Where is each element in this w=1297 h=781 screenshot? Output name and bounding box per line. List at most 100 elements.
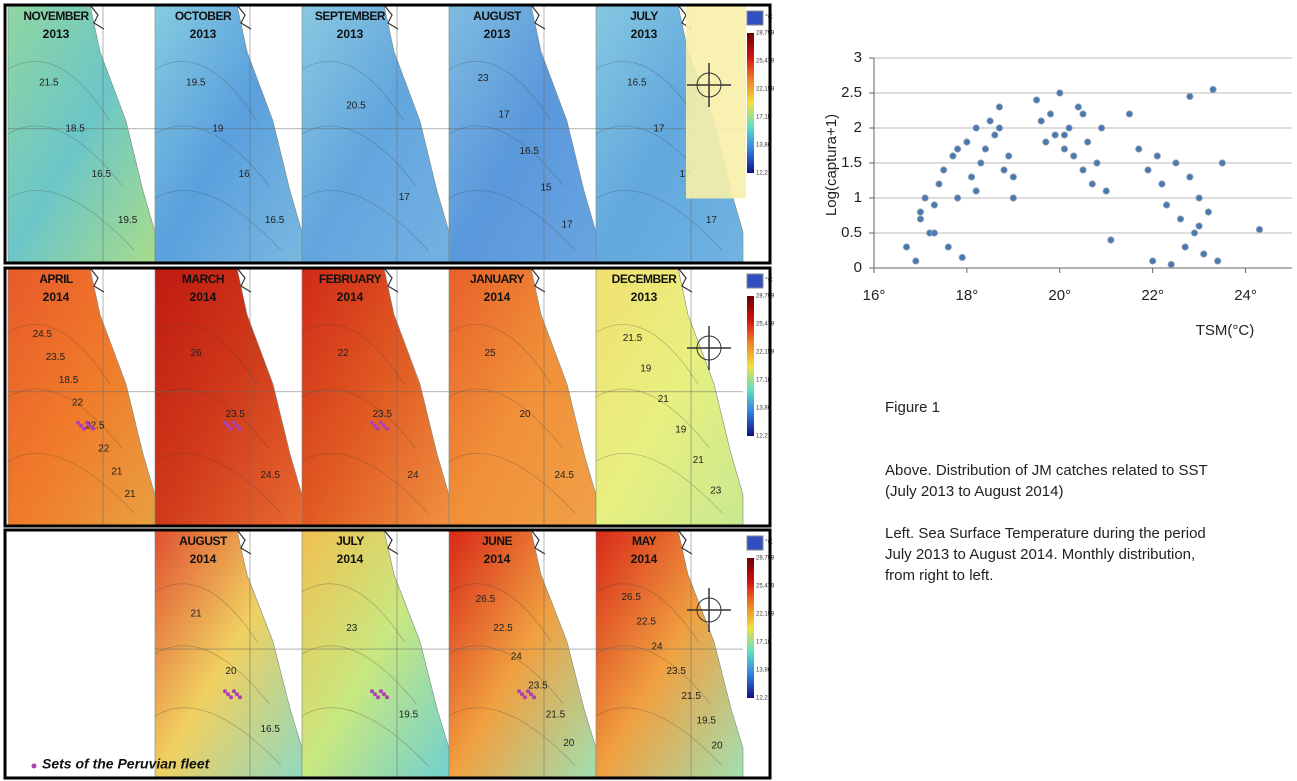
contour-line <box>301 453 429 514</box>
sst-map <box>301 4 450 264</box>
point <box>1144 166 1152 174</box>
colorbar-label: 28,799 <box>756 294 775 300</box>
contour-line <box>154 61 258 122</box>
colorbar-label: 12,2 <box>756 696 768 702</box>
fleet-set <box>238 695 242 700</box>
coast <box>89 267 105 293</box>
point <box>949 152 957 160</box>
y-tick-label: 0 <box>854 259 862 276</box>
row-frame <box>3 266 772 528</box>
contour-label: 16.5 <box>520 146 540 157</box>
fleet-set <box>376 695 380 700</box>
year-label: 2014 <box>337 552 364 566</box>
fleet-set <box>373 423 377 428</box>
sst-map <box>154 529 303 779</box>
contour-line <box>595 707 723 766</box>
point <box>916 208 925 216</box>
contour-label: 20 <box>226 666 238 677</box>
point <box>1084 138 1092 146</box>
contour-line <box>7 61 111 122</box>
fleet-set <box>226 692 230 697</box>
contour-label: 22.5 <box>493 623 513 634</box>
contour-label: 17 <box>499 110 511 121</box>
point <box>1176 215 1185 223</box>
contour-label: 26 <box>191 348 203 359</box>
contour-label: 21 <box>111 466 123 477</box>
colorbar-label: 13,86 <box>756 143 772 149</box>
colorbar <box>747 296 754 436</box>
colorbar <box>747 33 754 173</box>
point <box>981 145 990 153</box>
x-tick-label: 24° <box>1234 287 1257 304</box>
fleet-set <box>523 695 527 700</box>
contour-label: 22 <box>338 348 350 359</box>
month-label: JULY <box>336 534 364 548</box>
coast <box>383 4 399 30</box>
month-label: SEPTEMBER <box>315 9 386 23</box>
coast <box>530 267 546 293</box>
contour-label: 19 <box>675 424 687 435</box>
contour-label: 24.5 <box>555 470 575 481</box>
contour-line <box>154 645 270 704</box>
y-tick-label: 2 <box>854 119 862 136</box>
point <box>1135 145 1143 153</box>
contour-line <box>301 645 417 704</box>
contour-label: 20 <box>712 740 724 751</box>
compass <box>687 588 731 632</box>
month-label: AUGUST <box>473 9 522 23</box>
colorbar-label: 28,799 <box>756 556 775 562</box>
colorbar-label: 25,479 <box>756 584 775 590</box>
coast <box>236 529 252 555</box>
fleet-set <box>529 692 533 697</box>
fleet-set <box>235 692 239 697</box>
contour-label: 24.5 <box>261 470 281 481</box>
fleet-set <box>370 689 374 694</box>
point <box>1149 257 1157 265</box>
contour-label: 16.5 <box>261 724 281 735</box>
coast <box>677 267 693 293</box>
contour-label: 23.5 <box>667 666 687 677</box>
contour-line <box>448 61 552 122</box>
contour-line <box>448 583 552 642</box>
point <box>1097 124 1106 132</box>
fleet-set <box>226 423 230 428</box>
contour-label: 18.5 <box>59 375 79 386</box>
contour-line <box>301 61 405 122</box>
coast <box>383 267 399 293</box>
contour-line <box>154 707 282 766</box>
point <box>1042 138 1050 146</box>
coast <box>677 529 693 555</box>
colorbar-icon <box>746 535 764 551</box>
contour-label: 19.5 <box>399 709 419 720</box>
contour-label: 16 <box>239 169 251 180</box>
point <box>1074 103 1082 111</box>
contour-line <box>448 324 552 385</box>
point <box>1181 243 1189 251</box>
colorbar <box>747 558 754 698</box>
point <box>944 243 952 251</box>
contour-line <box>595 453 723 514</box>
contour-label: 17 <box>706 215 718 226</box>
contour-label: 21.5 <box>39 78 59 89</box>
contour-line <box>154 324 258 385</box>
month-label: JUNE <box>482 534 513 548</box>
point <box>953 145 962 153</box>
colorbar-label: 12,2 <box>756 171 768 177</box>
contour-label: 19 <box>212 123 224 134</box>
fleet-set <box>82 426 86 431</box>
colorbar-label: 13,86 <box>756 668 772 674</box>
point <box>1065 124 1073 132</box>
point <box>1060 145 1069 153</box>
caption-left: Left. Sea Surface Temperature during the… <box>885 525 1206 584</box>
point <box>991 131 999 139</box>
fleet-set <box>370 420 374 425</box>
contour-label: 17 <box>399 192 411 203</box>
coast <box>89 4 105 30</box>
contour-label: 26.5 <box>476 594 496 605</box>
legend-marker <box>31 763 37 769</box>
month-label: AUGUST <box>179 534 228 548</box>
contour-label: 16.5 <box>92 169 112 180</box>
point <box>1088 180 1096 188</box>
contour-line <box>595 583 699 642</box>
point <box>921 194 929 202</box>
